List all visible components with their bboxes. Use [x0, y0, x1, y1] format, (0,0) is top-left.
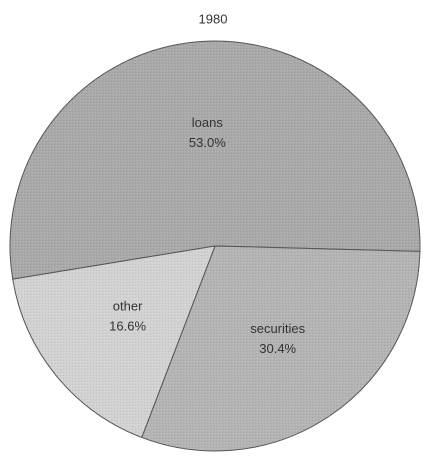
slice-texture: [12, 246, 215, 438]
slice-value-label: 53.0%: [189, 135, 226, 150]
slice-label: loans: [192, 115, 224, 130]
slice-label: securities: [250, 321, 305, 336]
slice-value-label: 30.4%: [259, 341, 296, 356]
slice-label: other: [113, 299, 143, 314]
slice-value-label: 16.6%: [109, 319, 146, 334]
slice-texture: [141, 246, 420, 451]
slice-texture: [9, 40, 420, 280]
chart-title: 1980: [199, 11, 228, 26]
